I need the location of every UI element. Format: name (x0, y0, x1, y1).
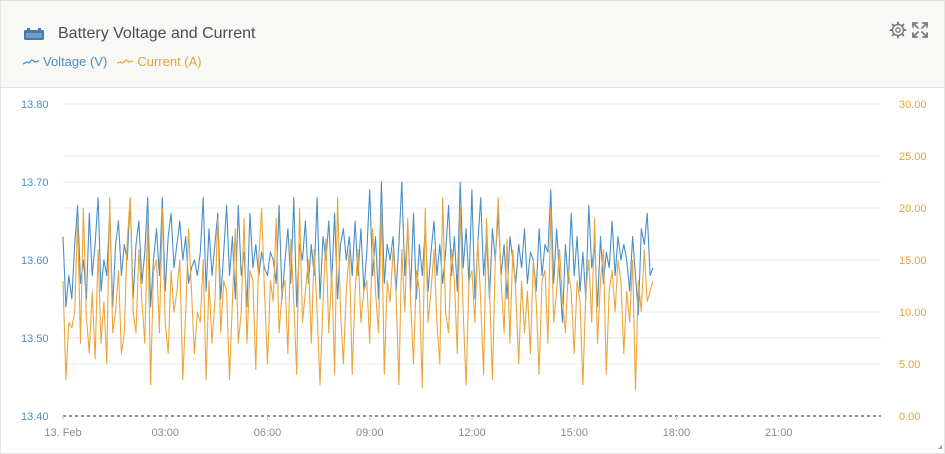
y-left-tick-label: 13.50 (21, 333, 49, 345)
y-left-tick-label: 13.70 (21, 177, 49, 189)
legend-label-current: Current (A) (137, 54, 202, 69)
legend-item-current[interactable]: Current (A) (117, 54, 202, 69)
voltage-series-line (62, 181, 654, 323)
chart-legend: Voltage (V) Current (A) (23, 54, 202, 69)
y-left-tick-label: 13.40 (21, 411, 49, 423)
widget-header: Battery Voltage and Current Voltage (V) (1, 1, 944, 88)
voltage-series-icon (23, 58, 39, 65)
current-series-icon (117, 58, 134, 64)
legend-item-voltage[interactable]: Voltage (V) (23, 54, 107, 69)
y-left-tick-label: 13.60 (21, 255, 49, 267)
x-tick-label: 21:00 (765, 427, 793, 439)
y-right-tick-label: 25.00 (899, 151, 927, 163)
y-right-tick-label: 30.00 (899, 99, 927, 111)
x-tick-label: 12:00 (458, 427, 486, 439)
x-tick-label: 06:00 (254, 427, 282, 439)
x-tick-label: 18:00 (663, 427, 691, 439)
x-tick-label: 13. Feb (44, 427, 81, 439)
y-right-tick-label: 0.00 (899, 411, 920, 423)
current-series-line (62, 197, 654, 391)
x-tick-label: 09:00 (356, 427, 384, 439)
x-tick-label: 15:00 (560, 427, 588, 439)
legend-label-voltage: Voltage (V) (43, 54, 108, 69)
line-chart[interactable]: 13.80 13.70 13.60 13.50 13.40 30.00 25.00 20.00… (1, 88, 944, 453)
x-tick-label: 03:00 (151, 427, 179, 439)
resize-handle-icon (938, 445, 942, 449)
battery-icon (24, 28, 44, 40)
fullscreen-icon[interactable] (911, 21, 929, 39)
y-right-tick-label: 5.00 (899, 359, 920, 371)
y-left-tick-label: 13.80 (21, 99, 49, 111)
widget-title: Battery Voltage and Current (58, 25, 256, 42)
y-right-tick-label: 15.00 (899, 255, 927, 267)
y-right-tick-label: 20.00 (899, 203, 927, 215)
y-right-tick-label: 10.00 (899, 307, 927, 319)
gear-icon[interactable] (889, 21, 907, 39)
